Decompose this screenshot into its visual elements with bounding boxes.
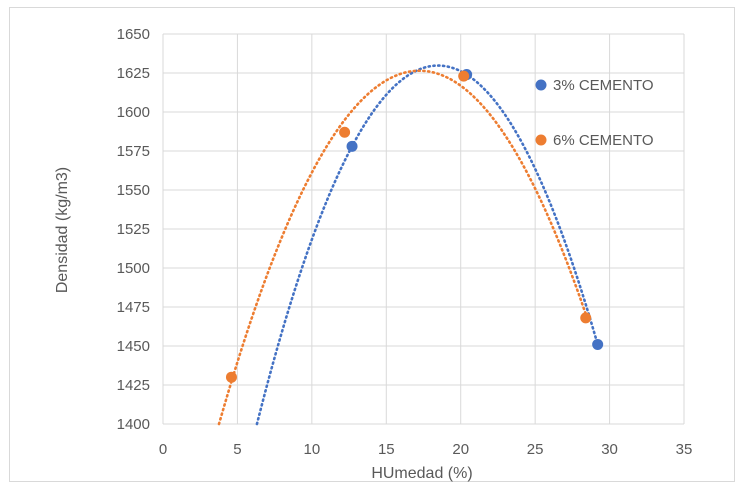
y-tick-label: 1625 xyxy=(117,65,150,82)
x-tick-label: 35 xyxy=(676,441,693,458)
x-tick-label: 5 xyxy=(233,441,241,458)
y-tick-label: 1550 xyxy=(117,182,150,199)
data-point xyxy=(346,140,358,152)
y-axis-title: Densidad (kg/m3) xyxy=(54,167,71,293)
trendline xyxy=(255,64,599,426)
tick-labels: 0 5 10 15 20 25 30 35 1400 1425 1450 1475 1500 1525 15… xyxy=(117,26,693,458)
x-tick-label: 20 xyxy=(452,441,469,458)
x-tick-label: 30 xyxy=(601,441,618,458)
x-tick-label: 15 xyxy=(378,441,395,458)
trendline xyxy=(217,69,588,426)
data-point xyxy=(225,371,237,383)
x-tick-label: 0 xyxy=(159,441,167,458)
y-tick-label: 1500 xyxy=(117,260,150,277)
legend-marker xyxy=(535,79,547,91)
data-points xyxy=(225,69,604,383)
y-tick-label: 1600 xyxy=(117,104,150,121)
x-axis-title: HUmedad (%) xyxy=(371,465,472,482)
x-tick-label: 10 xyxy=(304,441,321,458)
data-point xyxy=(592,338,604,350)
legend-label: 3% CEMENTO xyxy=(553,77,654,94)
legend-label: 6% CEMENTO xyxy=(553,132,654,149)
trendlines xyxy=(217,64,599,426)
y-tick-label: 1525 xyxy=(117,221,150,238)
y-tick-label: 1475 xyxy=(117,299,150,316)
x-tick-label: 25 xyxy=(527,441,544,458)
data-point xyxy=(339,126,351,138)
y-tick-label: 1400 xyxy=(117,416,150,433)
chart-frame xyxy=(9,7,735,482)
y-tick-label: 1425 xyxy=(117,377,150,394)
y-tick-label: 1650 xyxy=(117,26,150,43)
y-tick-label: 1450 xyxy=(117,338,150,355)
y-tick-label: 1575 xyxy=(117,143,150,160)
legend-marker xyxy=(535,134,547,146)
legend: 3% CEMENTO 6% CEMENTO xyxy=(535,77,654,149)
data-point xyxy=(458,70,470,82)
gridlines xyxy=(162,33,685,425)
data-point xyxy=(580,312,592,324)
